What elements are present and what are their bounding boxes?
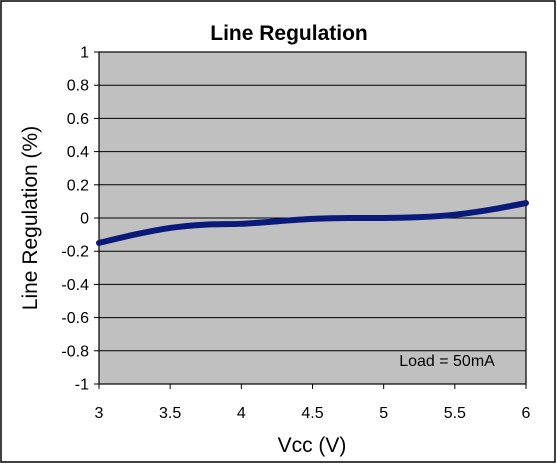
y-tick-label-4: 0.2 [67,177,89,194]
load-annotation: Load = 50mA [399,353,495,370]
x-axis-label: Vcc (V) [278,434,347,457]
y-tick-label-1: 0.8 [67,78,89,95]
x-tick-label-2: 4 [237,405,246,422]
y-tick-label-7: -0.4 [61,277,89,294]
y-tick-label-9: -0.8 [61,343,89,360]
x-tick-label-5: 5.5 [444,405,466,422]
y-tick-label-2: 0.6 [67,111,89,128]
x-tick-label-1: 3.5 [159,405,181,422]
y-tick-label-6: -0.2 [61,244,89,261]
x-tick-label-0: 3 [95,405,104,422]
x-tick-label-4: 5 [379,405,388,422]
y-axis-label: Line Regulation (%) [19,126,42,310]
chart-title: Line Regulation [210,22,368,45]
x-tick-label-6: 6 [522,405,531,422]
plot-area: 1 0.8 0.6 0.4 0.2 0 -0.2 -0.4 -0.6 -0.8 -1 3 3.5 4 4.5… [61,45,530,423]
series-line-0 [96,200,529,246]
y-tick-label-5: 0 [80,211,89,228]
y-tick-label-10: -1 [75,377,89,394]
y-tick-label-3: 0.4 [67,144,89,161]
x-tick-label-3: 4.5 [301,405,323,422]
y-tick-label-8: -0.6 [61,310,89,327]
y-tick-label-0: 1 [80,45,89,62]
